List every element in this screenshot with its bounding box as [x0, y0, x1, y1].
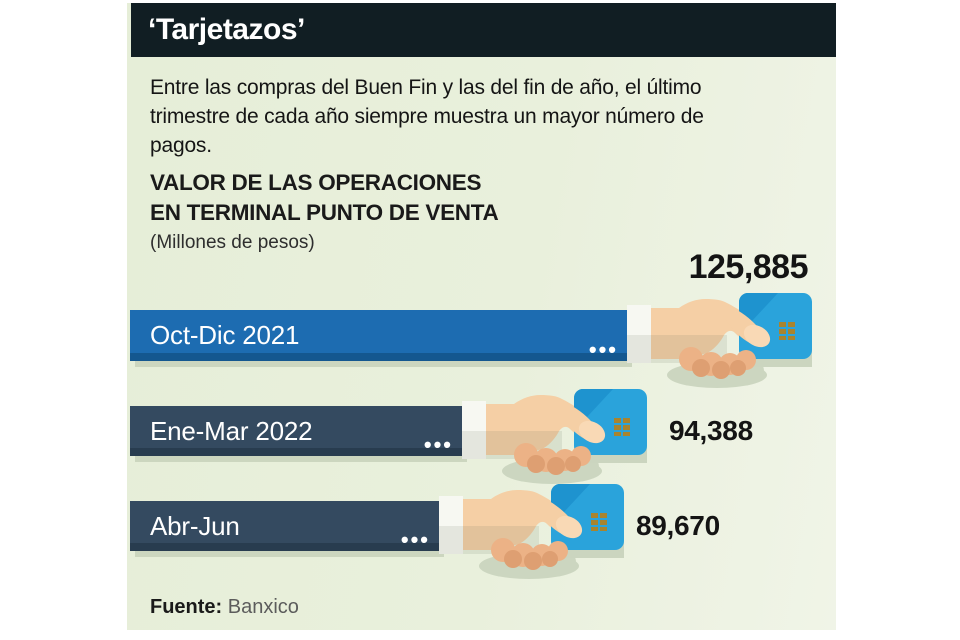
- bar-label: Oct-Dic 2021: [150, 320, 300, 350]
- bar-row: Abr-Jun ••• 89,670: [127, 484, 836, 579]
- bar-label: Abr-Jun: [150, 510, 240, 541]
- intro-line: pagos.: [150, 134, 212, 157]
- ellipsis-dots: •••: [588, 337, 618, 362]
- hand-holding-card-icon: [439, 484, 624, 579]
- bar-label: Ene-Mar 2022: [150, 415, 313, 446]
- bar-row: Oct-Dic 2021 •••: [127, 293, 836, 388]
- chart-unit: (Millones de pesos): [150, 232, 315, 253]
- bar-abr-jun: Abr-Jun •••: [130, 501, 439, 551]
- source-line: Fuente: Banxico: [150, 595, 299, 619]
- intro-line: Entre las compras del Buen Fin y las del…: [150, 76, 702, 99]
- source-label: Fuente:: [150, 596, 223, 618]
- chart-title: VALOR DE LAS OPERACIONES EN TERMINAL PUN…: [150, 170, 499, 253]
- value-label-abr-jun: 89,670: [636, 510, 720, 541]
- bar-row: Ene-Mar 2022 ••• 94,388: [127, 389, 836, 484]
- hand-holding-card-icon: [627, 293, 812, 388]
- intro-text: Entre las compras del Buen Fin y las del…: [150, 73, 704, 160]
- source-value: Banxico: [227, 596, 299, 618]
- bar-oct-dic-2021: Oct-Dic 2021 •••: [130, 310, 627, 361]
- hand-holding-card-icon: [462, 389, 647, 484]
- bar-ene-mar-2022: Ene-Mar 2022 •••: [130, 406, 462, 456]
- ellipsis-dots: •••: [423, 432, 453, 457]
- value-label-oct-dic: 125,885: [688, 248, 809, 286]
- value-label-ene-mar: 94,388: [669, 415, 753, 446]
- ellipsis-dots: •••: [400, 527, 430, 552]
- infographic-panel: ‘Tarjetazos’ Entre las compras del Buen …: [127, 3, 836, 630]
- intro-line: trimestre de cada año siempre muestra un…: [150, 105, 704, 128]
- header-bar: ‘Tarjetazos’: [131, 3, 836, 57]
- page-title: ‘Tarjetazos’: [148, 13, 305, 46]
